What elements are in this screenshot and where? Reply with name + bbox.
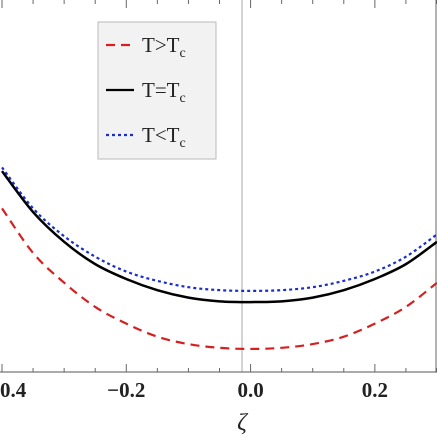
series-line-3	[1, 166, 437, 293]
x-tick-label: 0.4	[0, 378, 27, 402]
series-layer	[1, 166, 437, 351]
x-axis-label: ζ	[237, 410, 249, 436]
legend: T>Tc T=Tc T<Tc	[97, 21, 217, 160]
x-tick-label: 0.0	[237, 378, 263, 402]
series-line-2	[1, 170, 437, 304]
legend-label: T<Tc	[142, 123, 186, 151]
top-ticks	[1, 0, 437, 8]
x-tick-label: 0.2	[362, 378, 388, 402]
x-tick-label: −0.2	[107, 378, 145, 402]
series-line-1	[1, 207, 437, 351]
legend-label: T=Tc	[142, 78, 186, 106]
legend-label: T>Tc	[142, 33, 186, 61]
x-tick-labels: 0.4 −0.2 0.0 0.2	[0, 378, 388, 402]
legend-items: T>Tc T=Tc T<Tc	[106, 33, 186, 151]
bottom-ticks	[1, 364, 437, 372]
